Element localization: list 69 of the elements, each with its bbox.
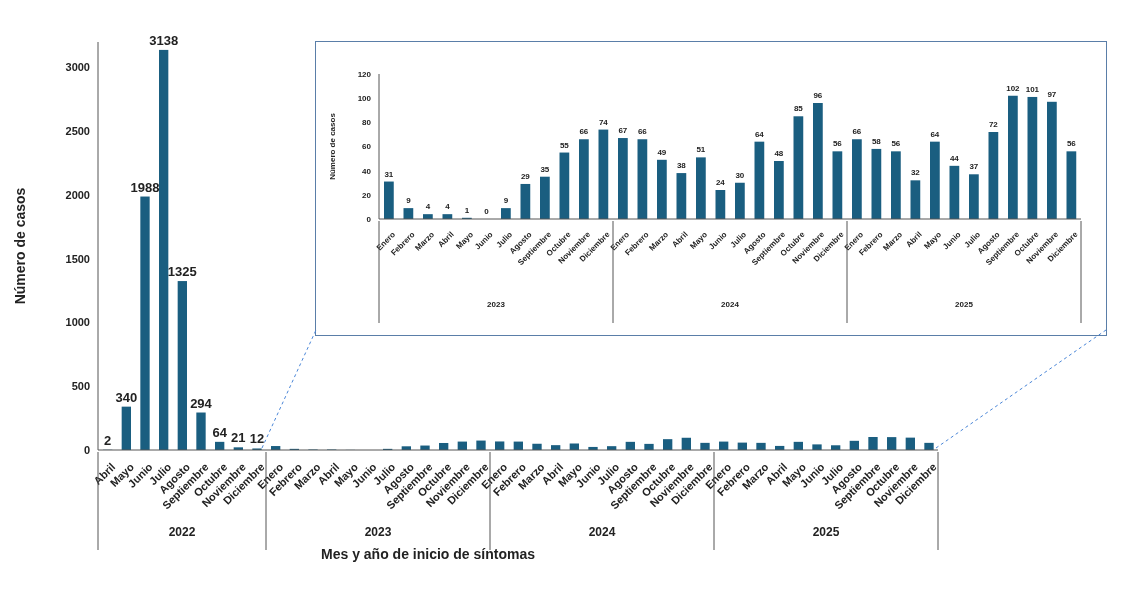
data-label: 72 [988,120,999,129]
data-label: 56 [1066,139,1077,149]
text: 2023 [364,525,392,539]
data-label: 1325 [167,264,197,280]
data-label: 1 [464,205,470,215]
data-label: 74 [598,117,609,127]
y-tick-label: 1500 [65,252,90,265]
data-label: 9 [503,196,509,206]
data-label: 66 [852,127,862,137]
text: 2025 [955,300,974,309]
y-tick-label: 2500 [65,125,90,138]
text: 2024 [588,525,616,539]
data-label: 67 [618,126,628,136]
data-label: 340 [115,389,138,405]
text: 2025 [812,525,840,539]
data-label: 64 [754,129,765,139]
data-label: 49 [657,147,667,157]
data-label: 4 [425,202,431,212]
y-tick-label: 120 [357,69,372,79]
y-tick-label: 0 [83,443,90,456]
data-label: 64 [930,129,940,139]
data-label: 85 [793,104,804,114]
data-label: 2 [104,432,112,448]
data-label: 9 [406,196,412,206]
data-label: 31 [384,169,394,179]
data-label: 58 [871,136,882,146]
data-label: 66 [579,127,589,137]
data-label: 0 [484,207,490,216]
data-label: 35 [540,164,550,174]
data-label: 38 [676,161,687,171]
y-tick-label: 500 [71,380,90,393]
y-tick-label: 2000 [65,188,90,201]
data-label: 21 [231,430,246,446]
y-tick-label: 80 [362,118,372,128]
text: 2022 [168,525,196,539]
data-label: 96 [813,91,823,100]
data-label: 97 [1047,89,1057,99]
annotation: 2024 [721,300,740,309]
y-tick-label: 20 [362,190,372,200]
y-tick-label: 100 [357,94,372,104]
data-label: 3138 [149,32,179,48]
data-label: 37 [969,162,979,172]
x-axis-title: Mes y año de inicio de síntomas [320,546,536,562]
data-label: 48 [774,149,784,158]
data-label: 64 [212,424,228,440]
y-tick-label: 0 [366,214,372,224]
data-label: 102 [1006,83,1021,93]
data-label: 29 [520,171,531,181]
data-label: 1988 [130,179,160,195]
data-label: 66 [637,127,648,137]
y-axis-title: Número de casos [327,112,337,180]
y-tick-label: 40 [362,166,372,176]
data-label: 30 [735,170,745,180]
data-label: 12 [249,431,265,447]
data-label: 4 [445,202,451,212]
data-label: 56 [891,139,901,149]
y-axis-title: Número de casos [11,187,28,305]
data-label: 101 [1025,84,1040,94]
y-tick-label: 3000 [65,61,90,74]
data-label: 56 [832,139,843,149]
data-label: 24 [715,178,726,187]
data-label: 44 [949,153,960,163]
y-tick-label: 60 [362,142,372,152]
data-label: 55 [559,140,570,150]
data-label: 32 [910,168,921,178]
data-label: 294 [190,395,213,411]
y-tick-label: 1000 [65,316,90,329]
annotation: 2023 [487,300,506,309]
data-label: 51 [696,145,706,155]
